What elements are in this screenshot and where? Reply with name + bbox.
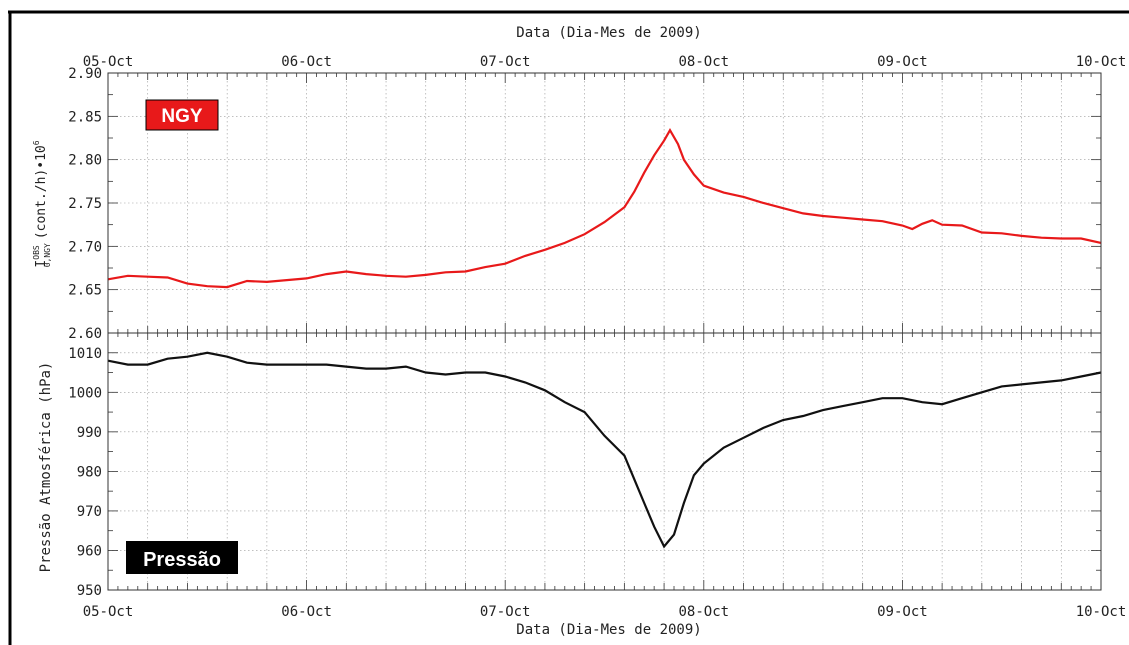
y-tick-label: 970 [77,504,102,520]
x-tick-label: 09-Oct [877,54,928,70]
ngy-grid [108,73,1101,333]
y-tick-label: 960 [77,543,102,559]
top-axis-title: Data (Dia-Mes de 2009) [516,25,701,41]
x-tick-label: 05-Oct [83,604,134,620]
x-tick-label: 06-Oct [281,604,332,620]
y-tick-label: 2.90 [68,66,102,82]
y-tick-label: 2.70 [68,239,102,255]
ngy-y-axis-label: IOBS 0,NGY (cont./h)•106 [32,140,52,267]
pressure-y-axis-label: Pressão Atmosférica (hPa) [38,362,54,573]
y-tick-label: 990 [77,425,102,441]
y-tick-label: 2.85 [68,109,102,125]
x-tick-label: 08-Oct [679,604,730,620]
pressure-badge-background [126,541,238,574]
y-tick-label: 950 [77,583,102,599]
ngy-ylabel-sup: OBS [32,245,41,260]
ngy-ylabel-main: I [34,260,49,268]
y-tick-label: 2.75 [68,196,102,212]
x-tick-label: 10-Oct [1076,604,1127,620]
pressure-badge: Pressão [126,541,238,574]
ngy-ylabel-exp: 6 [32,140,41,145]
ngy-badge-label: NGY [161,106,203,127]
x-tick-label: 06-Oct [281,54,332,70]
pressure-badge-label: Pressão [143,549,221,571]
ngy-badge-background [145,99,219,131]
pressure-panel: 950 960 970 980 990 1000 1010 Pressão Pressão … [38,333,1102,599]
pressure-y-tick-labels: 950 960 970 980 990 1000 1010 [68,346,102,599]
ngy-ylabel-sub: 0,NGY [43,243,52,267]
x-tick-label: 09-Oct [877,604,928,620]
y-tick-label: 2.60 [68,326,102,342]
x-tick-label: 07-Oct [480,54,531,70]
y-tick-label: 2.80 [68,153,102,169]
ngy-series-line [107,127,1102,289]
x-tick-label: 07-Oct [480,604,531,620]
y-tick-label: 2.65 [68,283,102,299]
top-x-tick-labels: 05-Oct 06-Oct 07-Oct 08-Oct 09-Oct 10-Oct [83,54,1127,70]
pressure-axis-ticks [107,333,1102,591]
ngy-axis-ticks [107,72,1102,334]
bottom-x-tick-labels: 05-Oct 06-Oct 07-Oct 08-Oct 09-Oct 10-Oct [83,604,1127,620]
x-tick-label: 08-Oct [679,54,730,70]
ngy-badge: NGY [145,99,219,131]
y-tick-label: 1000 [68,385,102,401]
ngy-panel: 2.60 2.65 2.70 2.75 2.80 2.85 2.90 NGY IOBS 0,N… [32,66,1102,342]
x-tick-label: 05-Oct [83,54,134,70]
y-tick-label: 1010 [68,346,102,362]
bottom-axis-title: Data (Dia-Mes de 2009) [516,622,701,638]
pressure-grid [108,333,1101,590]
pressure-series-line [107,351,1102,549]
ngy-y-tick-labels: 2.60 2.65 2.70 2.75 2.80 2.85 2.90 [68,66,102,342]
x-tick-label: 10-Oct [1076,54,1127,70]
ngy-ylabel-rest: (cont./h)•10 [34,145,49,239]
y-tick-label: 980 [77,464,102,480]
pressure-plot-border [107,332,1102,591]
